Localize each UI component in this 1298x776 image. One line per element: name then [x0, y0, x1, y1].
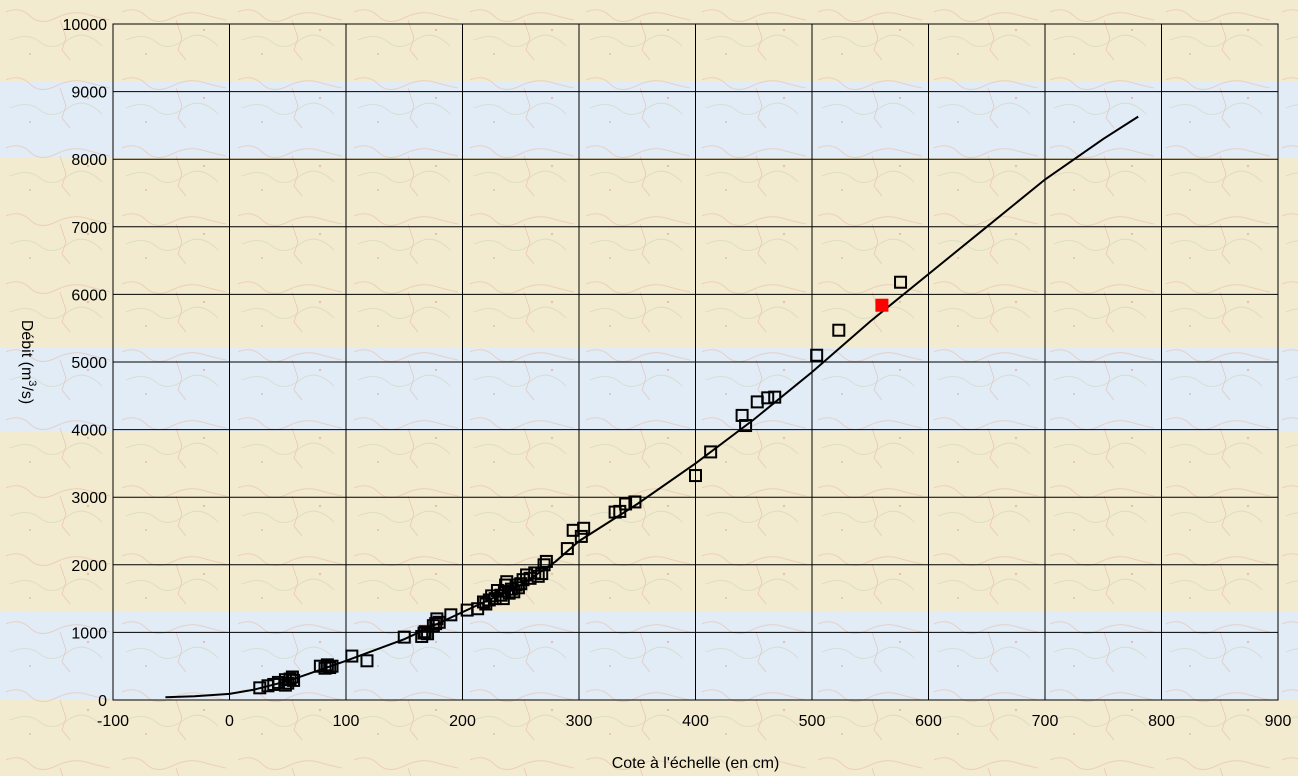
data-point: [768, 390, 782, 404]
data-point: [574, 529, 588, 543]
data-point: [287, 673, 301, 687]
y-axis-label: Débit (m3/s): [18, 320, 38, 404]
data-point: [430, 612, 444, 626]
data-point: [432, 615, 446, 629]
x-tick-label: 900: [1265, 713, 1292, 730]
data-point: [397, 630, 411, 644]
x-tick-label: 700: [1032, 713, 1059, 730]
y-axis-ticks: 0 1000 2000 3000 4000 5000 6000 7000 8000 9000 100…: [63, 17, 108, 710]
x-tick-label: 500: [799, 713, 826, 730]
y-axis-label-superscript: 3: [26, 380, 38, 386]
data-point: [323, 661, 337, 675]
data-point: [704, 445, 718, 459]
data-point: [325, 659, 339, 673]
y-tick-label: 6000: [71, 287, 107, 304]
y-tick-label: 9000: [71, 85, 107, 102]
y-tick-label: 8000: [71, 152, 107, 169]
data-point: [283, 672, 297, 686]
data-point: [739, 419, 753, 433]
y-tick-label: 0: [98, 693, 107, 710]
y-axis-label-prefix: Débit (m: [18, 320, 35, 380]
data-point: [689, 469, 702, 483]
data-point: [539, 554, 553, 568]
data-point: [832, 323, 846, 337]
x-tick-label: 300: [566, 713, 593, 730]
measurement-points: [253, 275, 908, 695]
data-point: [285, 670, 299, 684]
data-point: [761, 391, 775, 405]
data-point: [444, 608, 458, 622]
data-point: [560, 542, 574, 556]
data-point: [619, 497, 633, 511]
y-tick-label: 5000: [71, 355, 107, 372]
data-point: [360, 654, 374, 668]
x-tick-label: 100: [333, 713, 360, 730]
x-axis-label: Cote à l'échelle (en cm): [612, 755, 780, 772]
highlighted-point: [875, 298, 889, 312]
x-tick-label: -100: [97, 713, 129, 730]
data-point: [528, 566, 542, 580]
data-point: [537, 558, 551, 572]
data-point: [253, 681, 267, 695]
data-point: [345, 649, 359, 663]
y-tick-label: 10000: [63, 17, 108, 34]
x-tick-label: 600: [915, 713, 942, 730]
data-point: [894, 275, 908, 289]
x-tick-label: 400: [682, 713, 709, 730]
y-tick-label: 3000: [71, 490, 107, 507]
y-tick-label: 1000: [71, 625, 107, 642]
data-point: [810, 348, 824, 362]
x-tick-label: 0: [225, 713, 234, 730]
data-point: [628, 495, 642, 509]
y-tick-label: 2000: [71, 558, 107, 575]
y-axis-label-suffix: /s): [18, 386, 35, 404]
x-tick-label: 200: [449, 713, 476, 730]
x-tick-label: 800: [1148, 713, 1175, 730]
y-tick-label: 4000: [71, 423, 107, 440]
x-axis-ticks: -100 0 100 200 300 400 500 600 700 800 900: [97, 713, 1291, 730]
plot-frame: [112, 23, 1279, 701]
data-point: [577, 521, 591, 535]
y-tick-label: 7000: [71, 220, 107, 237]
data-point: [535, 567, 549, 581]
